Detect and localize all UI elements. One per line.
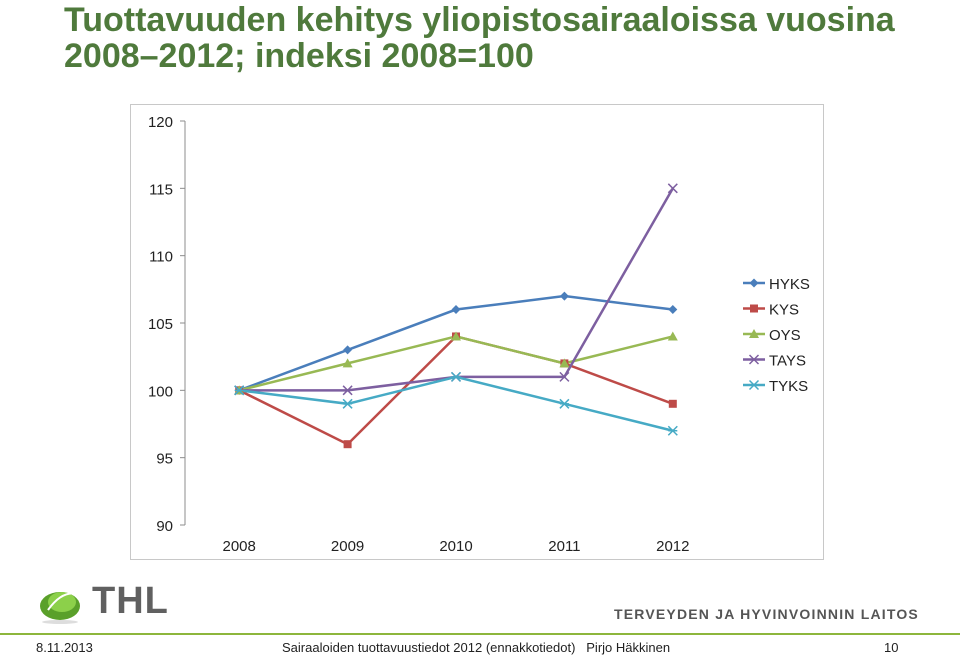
- data-point: [668, 399, 677, 408]
- footer-date: 8.11.2013: [36, 640, 93, 655]
- y-tick-label: 105: [148, 316, 173, 333]
- line-chart: 90 95 100 105 110 115 120 2008 2009 2010 2011 2012 H…: [148, 114, 810, 555]
- x-tick-label: 2011: [548, 538, 580, 555]
- data-point: [748, 354, 760, 365]
- x-tick-label: 2010: [439, 538, 472, 555]
- institute-name: TERVEYDEN JA HYVINVOINNIN LAITOS: [614, 606, 919, 622]
- data-point: [342, 385, 353, 396]
- footer-bar: [0, 633, 960, 668]
- data-point: [559, 398, 570, 409]
- legend-label: TYKS: [769, 378, 808, 395]
- legend-label: HYKS: [769, 276, 810, 293]
- data-point: [667, 331, 678, 341]
- data-point: [559, 371, 570, 382]
- legend-label: OYS: [769, 327, 801, 344]
- x-tick-label: 2009: [331, 538, 364, 555]
- y-tick-label: 100: [148, 383, 173, 400]
- data-point: [343, 440, 352, 449]
- y-tick-label: 95: [156, 451, 173, 468]
- data-point: [559, 358, 570, 368]
- x-tick-label: 2012: [656, 538, 689, 555]
- data-point: [451, 331, 461, 341]
- data-point: [450, 371, 462, 382]
- series-line-oys: [238, 335, 674, 392]
- slide-title: Tuottavuuden kehitys yliopistosairaalois…: [64, 1, 895, 75]
- data-point: [342, 398, 353, 409]
- data-point: [234, 385, 245, 396]
- x-tick-label: 2008: [223, 538, 256, 555]
- page-number: 10: [884, 640, 899, 655]
- y-tick-label: 115: [149, 181, 173, 198]
- y-tick-label: 110: [149, 249, 173, 266]
- data-point: [668, 305, 678, 315]
- chart-frame: 90 95 100 105 110 115 120 2008 2009 2010 2011 2012 H…: [130, 104, 824, 560]
- data-point: [748, 379, 760, 391]
- data-point: [451, 305, 461, 315]
- data-point: [343, 345, 353, 355]
- legend-label: TAYS: [769, 353, 806, 370]
- thl-logo-text: THL: [92, 580, 169, 622]
- legend-label: KYS: [769, 302, 799, 319]
- footer-text: Sairaaloiden tuottavuustiedot 2012 (enna…: [282, 640, 671, 655]
- data-point: [667, 425, 678, 436]
- data-point: [667, 183, 678, 194]
- y-tick-label: 90: [156, 518, 173, 535]
- series-line-tays: [239, 187, 674, 392]
- thl-leaf-icon: [40, 592, 80, 624]
- data-point: [749, 329, 759, 338]
- data-point: [559, 291, 569, 301]
- data-point: [750, 304, 758, 313]
- y-tick-label: 120: [148, 114, 173, 131]
- data-point: [342, 358, 353, 368]
- data-point: [749, 278, 759, 288]
